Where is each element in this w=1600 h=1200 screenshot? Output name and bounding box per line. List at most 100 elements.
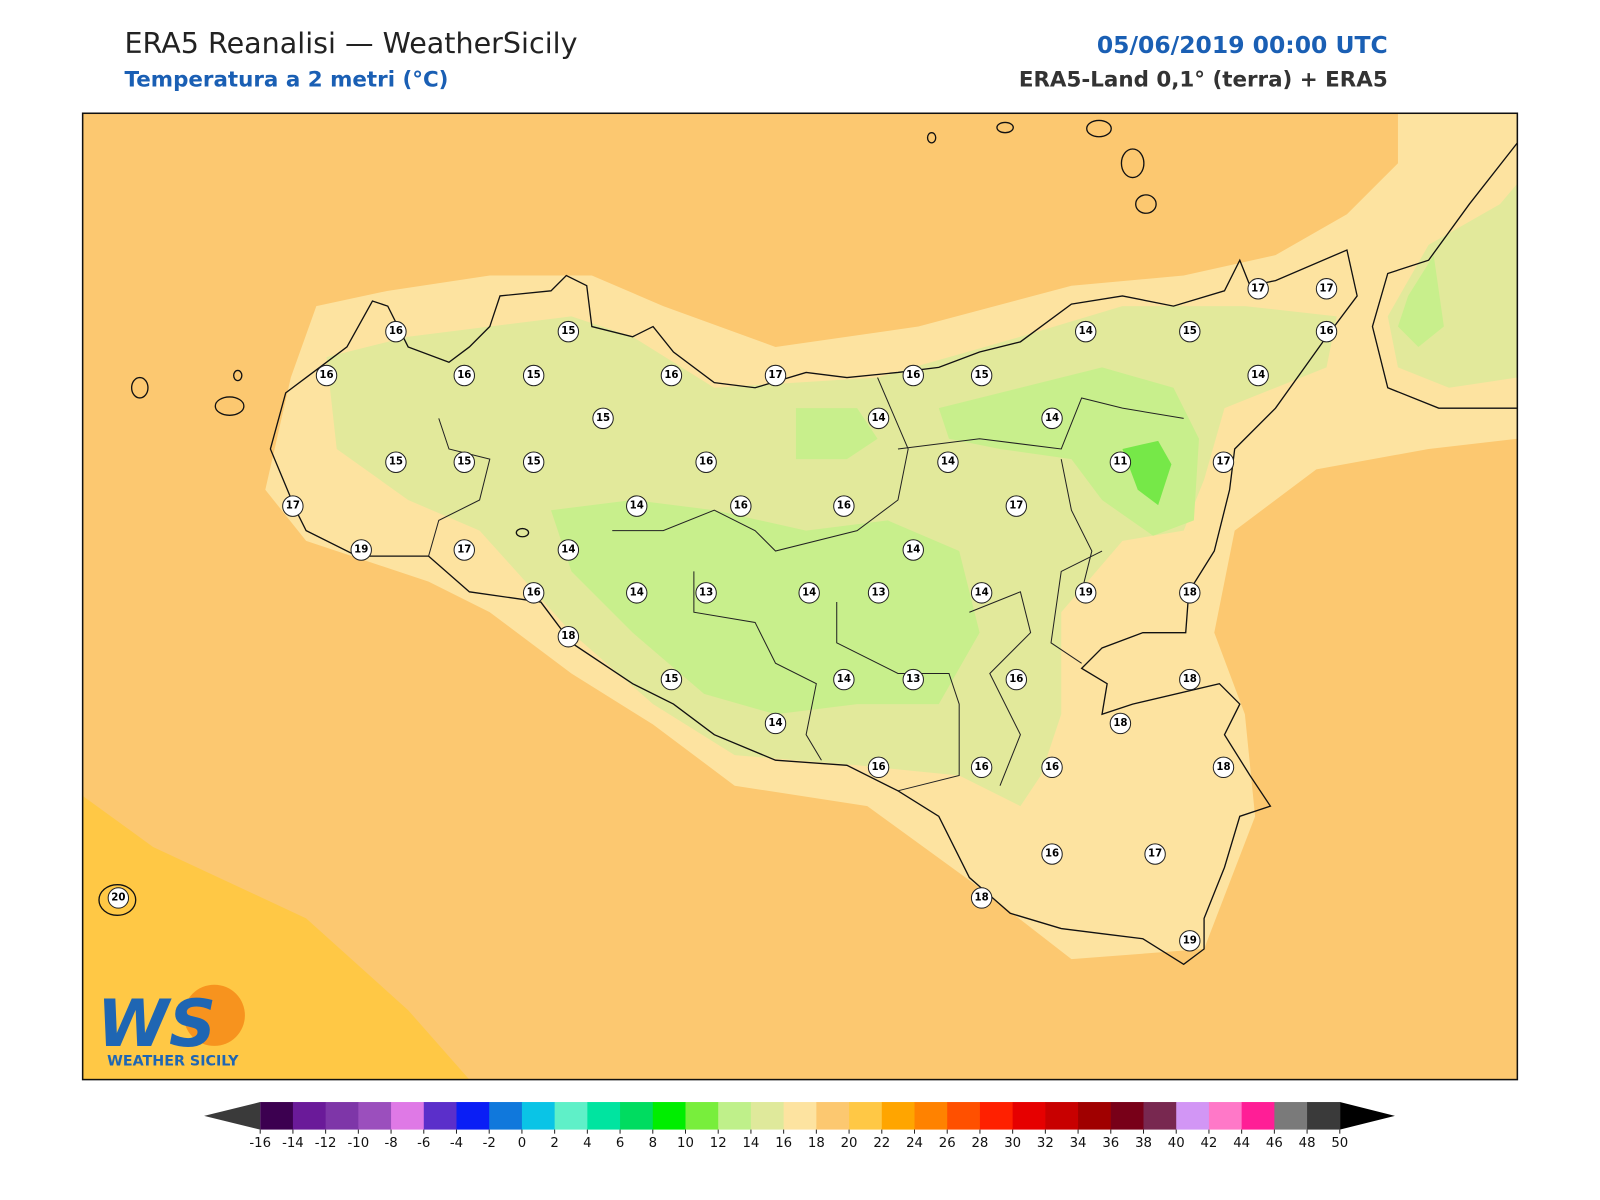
station-value: 13 bbox=[699, 587, 713, 598]
colorbar-tick-label: 42 bbox=[1200, 1136, 1217, 1151]
colorbar-tick-label: 2 bbox=[550, 1136, 558, 1151]
sicily-coast bbox=[269, 249, 1358, 966]
station-value: 16 bbox=[837, 501, 851, 512]
station-value: 14 bbox=[802, 587, 816, 598]
colorbar-box bbox=[358, 1102, 392, 1130]
station-value: 14 bbox=[768, 718, 782, 729]
station-value: 16 bbox=[319, 370, 333, 381]
station-marker bbox=[626, 495, 648, 517]
station-value: 14 bbox=[837, 674, 851, 685]
station-value: 11 bbox=[1113, 457, 1127, 468]
station-marker bbox=[1075, 320, 1097, 343]
station-value: 16 bbox=[871, 762, 885, 773]
station-marker bbox=[660, 668, 683, 691]
station-marker bbox=[660, 364, 683, 387]
map-frame bbox=[81, 112, 1519, 1081]
colorbar-box bbox=[1045, 1102, 1079, 1130]
colorbar-box bbox=[685, 1102, 719, 1130]
colorbar-tick-label: 36 bbox=[1102, 1136, 1119, 1151]
colorbar-box bbox=[325, 1102, 359, 1130]
colorbar-tick-label: -10 bbox=[348, 1136, 370, 1151]
station-marker bbox=[867, 582, 890, 604]
colorbar-tick-label: 20 bbox=[841, 1136, 858, 1151]
logo-sun bbox=[183, 984, 245, 1046]
logo: WS WEATHER SICILY bbox=[97, 984, 245, 1069]
station-value: 14 bbox=[1251, 370, 1265, 381]
colorbar-box bbox=[914, 1102, 948, 1130]
colorbar-box bbox=[816, 1102, 850, 1130]
colorbar-tick-label: -8 bbox=[384, 1136, 397, 1151]
colorbar-tick-label: 14 bbox=[742, 1136, 759, 1151]
colorbar-tick-label: 38 bbox=[1135, 1136, 1152, 1151]
station-value: 18 bbox=[1113, 718, 1127, 729]
colorbar-tick-label: 32 bbox=[1037, 1136, 1054, 1151]
colorbar-box bbox=[1078, 1102, 1112, 1130]
station-marker bbox=[1179, 668, 1201, 691]
station-marker bbox=[385, 320, 407, 343]
colorbar-box bbox=[947, 1102, 981, 1130]
colorbar-tick-label: 18 bbox=[808, 1136, 825, 1151]
station-value: 14 bbox=[906, 545, 920, 556]
colorbar-box bbox=[620, 1102, 654, 1130]
station-marker bbox=[1247, 278, 1269, 300]
station-marker bbox=[1109, 451, 1132, 473]
station-value: 17 bbox=[1216, 457, 1230, 468]
stations: 16 15 16 16 15 16 17 15 15 15 15 16 17 14 16 16 19 17 14 16… bbox=[107, 278, 1338, 952]
cold-zone bbox=[795, 255, 1444, 536]
station-marker bbox=[764, 712, 787, 735]
station-marker bbox=[902, 668, 924, 691]
colorbar-box bbox=[521, 1102, 556, 1130]
station-marker bbox=[1041, 843, 1063, 865]
station-value: 16 bbox=[527, 587, 541, 598]
station-marker bbox=[522, 451, 545, 473]
colorbar-tick-label: 48 bbox=[1299, 1136, 1316, 1151]
station-marker bbox=[557, 320, 580, 343]
colorbar-box bbox=[783, 1102, 817, 1130]
colorbar-box bbox=[423, 1102, 458, 1130]
station-marker bbox=[1212, 756, 1235, 779]
station-value: 17 bbox=[457, 545, 471, 556]
colorbar-box bbox=[718, 1102, 752, 1130]
station-value: 15 bbox=[527, 457, 541, 468]
station-marker bbox=[453, 364, 475, 387]
station-marker bbox=[1109, 712, 1132, 735]
station-value: 14 bbox=[630, 587, 644, 598]
colorbar-tick-label: 44 bbox=[1233, 1136, 1250, 1151]
islands bbox=[98, 119, 1157, 916]
colorbar-box bbox=[1241, 1102, 1275, 1130]
colorbar: -16 -14 -12 -10 -8 -6 -4 -2 0 2 4 6 8 10 12 14 16 18 20 22 2… bbox=[204, 1102, 1395, 1151]
station-marker bbox=[1179, 320, 1201, 343]
colorbar-tick-label: -16 bbox=[249, 1136, 271, 1151]
station-marker bbox=[1005, 495, 1028, 517]
station-value: 14 bbox=[941, 457, 955, 468]
station-marker bbox=[970, 582, 993, 604]
colorbar-box bbox=[554, 1102, 588, 1130]
colorbar-box bbox=[1012, 1102, 1046, 1130]
colorbar-box bbox=[750, 1102, 785, 1130]
station-value: 16 bbox=[1045, 762, 1059, 773]
station-value: 14 bbox=[1045, 413, 1059, 424]
station-marker bbox=[453, 539, 475, 561]
station-value: 17 bbox=[768, 370, 782, 381]
station-marker bbox=[1041, 756, 1063, 779]
station-marker bbox=[764, 364, 787, 387]
station-marker bbox=[798, 582, 820, 604]
colorbar-tick-label: 24 bbox=[906, 1136, 923, 1151]
station-marker bbox=[107, 887, 130, 909]
title: ERA5 Reanalisi — WeatherSicily bbox=[124, 26, 577, 60]
colorbar-box bbox=[881, 1102, 916, 1130]
station-marker bbox=[1247, 364, 1269, 387]
station-marker bbox=[592, 407, 614, 430]
station-value: 15 bbox=[389, 457, 403, 468]
colorbar-box bbox=[1143, 1102, 1177, 1130]
station-value: 13 bbox=[871, 587, 885, 598]
station-marker bbox=[1041, 407, 1063, 430]
colorbar-box bbox=[456, 1102, 490, 1130]
colorbar-tick-label: 12 bbox=[710, 1136, 727, 1151]
colorbar-under bbox=[204, 1102, 261, 1130]
station-value: 16 bbox=[664, 370, 678, 381]
station-value: 13 bbox=[906, 674, 920, 685]
station-value: 19 bbox=[1079, 587, 1093, 598]
station-value: 15 bbox=[527, 370, 541, 381]
station-value: 20 bbox=[111, 892, 125, 903]
